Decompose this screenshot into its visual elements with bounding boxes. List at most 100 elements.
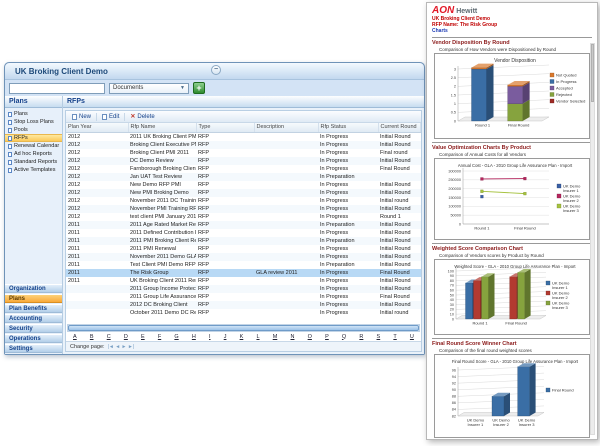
- accordion-organization[interactable]: Organization: [5, 284, 62, 293]
- alpha-filter-l[interactable]: L: [256, 333, 260, 340]
- go-button[interactable]: +: [193, 82, 205, 94]
- table-row[interactable]: 2012 DC Demo Review RFP In Progress Initial …: [66, 156, 421, 165]
- pager-button-2[interactable]: ►: [120, 343, 127, 350]
- accordion-plans[interactable]: Plans: [5, 294, 62, 303]
- table-row[interactable]: 2011 Group Income Protection Rev...RFPIn…: [66, 284, 421, 293]
- minimize-button[interactable]: −: [211, 65, 221, 75]
- accordion-plan-benefits[interactable]: Plan Benefits: [5, 304, 62, 313]
- sidebar-item-plans[interactable]: Plans: [5, 110, 62, 118]
- section-title: Vendor Disposition By Round: [432, 40, 510, 46]
- scrollbar-thumb[interactable]: [68, 325, 419, 331]
- accordion-settings[interactable]: Settings: [5, 344, 62, 353]
- edit-button[interactable]: Edit: [100, 113, 121, 120]
- table-row[interactable]: 2011 Test Client PMI Demo RFP RFP In Prepar…: [68, 261, 411, 268]
- documents-dropdown[interactable]: Documents ▼: [109, 82, 189, 94]
- alpha-filter-d[interactable]: D: [123, 333, 128, 340]
- alpha-filter-t[interactable]: T: [393, 333, 397, 340]
- panel-scrollbar-thumb[interactable]: [591, 44, 594, 102]
- chart-box: Annual Cost - GLA - 2010 Group Life Assu…: [434, 158, 590, 240]
- accordion-accounting[interactable]: Accounting: [5, 314, 62, 323]
- sidebar-item-active-templates[interactable]: Active Templates: [5, 166, 62, 174]
- table-row[interactable]: 2011 The Risk Group RFP GLA review 2011 In P…: [66, 268, 421, 277]
- sidebar-item-rfps[interactable]: RFPs: [5, 134, 62, 142]
- alpha-filter-m[interactable]: M: [272, 333, 278, 340]
- column-header-current-round[interactable]: Current Round: [378, 123, 421, 133]
- alpha-filter-k[interactable]: K: [239, 333, 244, 340]
- sidebar-item-renewal-calendar[interactable]: Renewal Calendar: [5, 142, 62, 150]
- accordion-security[interactable]: Security: [5, 324, 62, 333]
- column-header-type[interactable]: Type: [196, 123, 255, 133]
- alpha-filter-o[interactable]: O: [307, 333, 312, 340]
- table-row[interactable]: 2012 November PMI Training RFP RFP In Progr…: [66, 204, 421, 213]
- new-button[interactable]: New: [70, 113, 93, 120]
- alpha-filter-a[interactable]: A: [73, 333, 77, 340]
- pager-label: Change page:: [70, 343, 105, 350]
- alphabet-filter: A B C D E F G H I J K L M N O P Q R S T U: [66, 332, 421, 341]
- column-header-description[interactable]: Description: [254, 123, 319, 133]
- search-input[interactable]: [9, 82, 105, 94]
- accordion-operations[interactable]: Operations: [5, 334, 62, 343]
- alpha-filter-i[interactable]: I: [209, 333, 211, 340]
- column-header-rfp-status[interactable]: Rfp Status: [318, 123, 379, 133]
- pager-button-3[interactable]: ►|: [126, 343, 135, 350]
- sidebar-item-ad-hoc-reports[interactable]: Ad hoc Reports: [5, 150, 62, 158]
- table-row[interactable]: 2012 test client PMI January 2012 RFP In Pr…: [68, 213, 401, 220]
- pager-button-0[interactable]: |◄: [107, 343, 114, 350]
- sidebar-item-stop-loss-plans[interactable]: Stop Loss Plans: [5, 118, 62, 126]
- sidebar-item-standard-reports[interactable]: Standard Reports: [5, 158, 62, 166]
- alpha-filter-b[interactable]: B: [89, 333, 94, 340]
- alpha-filter-p[interactable]: P: [325, 333, 329, 340]
- document-icon: [8, 119, 12, 125]
- alpha-filter-j[interactable]: J: [223, 333, 227, 340]
- alpha-filter-u[interactable]: U: [409, 333, 414, 340]
- table-row[interactable]: 2012 New PMI Broking Demo RFP In Progress In…: [66, 188, 421, 197]
- table-row[interactable]: 2012 Broking Client PMI 2011 RFP In Progres…: [68, 149, 408, 156]
- alpha-filter-n[interactable]: N: [290, 333, 295, 340]
- sidebar-item-pools[interactable]: Pools: [5, 126, 62, 134]
- alpha-filter-f[interactable]: F: [157, 333, 162, 340]
- table-row[interactable]: 2012 DC Broking Client RFP In Progress Init…: [66, 300, 421, 309]
- data-point: [480, 189, 484, 193]
- table-row[interactable]: 2012 New Demo RFP PMI RFP In Progress Initia…: [68, 181, 411, 188]
- horizontal-scrollbar[interactable]: [67, 324, 420, 332]
- toolbar: New Edit ✕ Delete: [66, 111, 421, 123]
- bar-top: [507, 80, 530, 85]
- alpha-filter-e[interactable]: E: [141, 333, 145, 340]
- alpha-filter-c[interactable]: C: [106, 333, 111, 340]
- hewitt-logo-text: Hewitt: [456, 8, 478, 15]
- table-row[interactable]: 2012 Broking Client Executive PMI RFP In Pr…: [66, 140, 421, 149]
- alpha-filter-q[interactable]: Q: [341, 333, 347, 340]
- svg-text:2.5: 2.5: [451, 76, 456, 80]
- svg-text:Final Round: Final Round: [552, 388, 574, 393]
- charts-panel: AON Hewitt UK Broking Client Demo RFP Na…: [426, 2, 598, 440]
- gridline: [455, 267, 547, 272]
- aon-hewitt-logo: AON Hewitt: [432, 6, 592, 16]
- svg-text:96: 96: [452, 368, 456, 372]
- alpha-filter-h[interactable]: H: [191, 333, 196, 340]
- gridline: [455, 276, 547, 281]
- column-header-plan-year[interactable]: Plan Year: [66, 123, 129, 133]
- alpha-filter-s[interactable]: S: [376, 333, 381, 340]
- svg-text:Round 1: Round 1: [475, 123, 491, 128]
- panel-scrollbar[interactable]: [590, 43, 595, 435]
- delete-button[interactable]: ✕ Delete: [128, 114, 156, 120]
- table-row[interactable]: 2012 2011 UK Broking Client PMI RFP In Prog…: [68, 133, 411, 140]
- table-row[interactable]: 2012 Jan UAT Test Review RFP In Preparation: [66, 172, 421, 181]
- column-header-rfp-name[interactable]: Rfp Name: [128, 123, 197, 133]
- svg-text:10: 10: [450, 313, 454, 317]
- content-area: RFPs New Edit ✕: [63, 96, 424, 354]
- svg-text:250000: 250000: [448, 178, 461, 182]
- pager-button-1[interactable]: ◄: [113, 343, 121, 350]
- alpha-filter-g[interactable]: G: [174, 333, 179, 340]
- table-row[interactable]: 2011 2011 PMI Renewal RFP In Progress Initia…: [68, 245, 411, 252]
- alpha-filter-r[interactable]: R: [359, 333, 364, 340]
